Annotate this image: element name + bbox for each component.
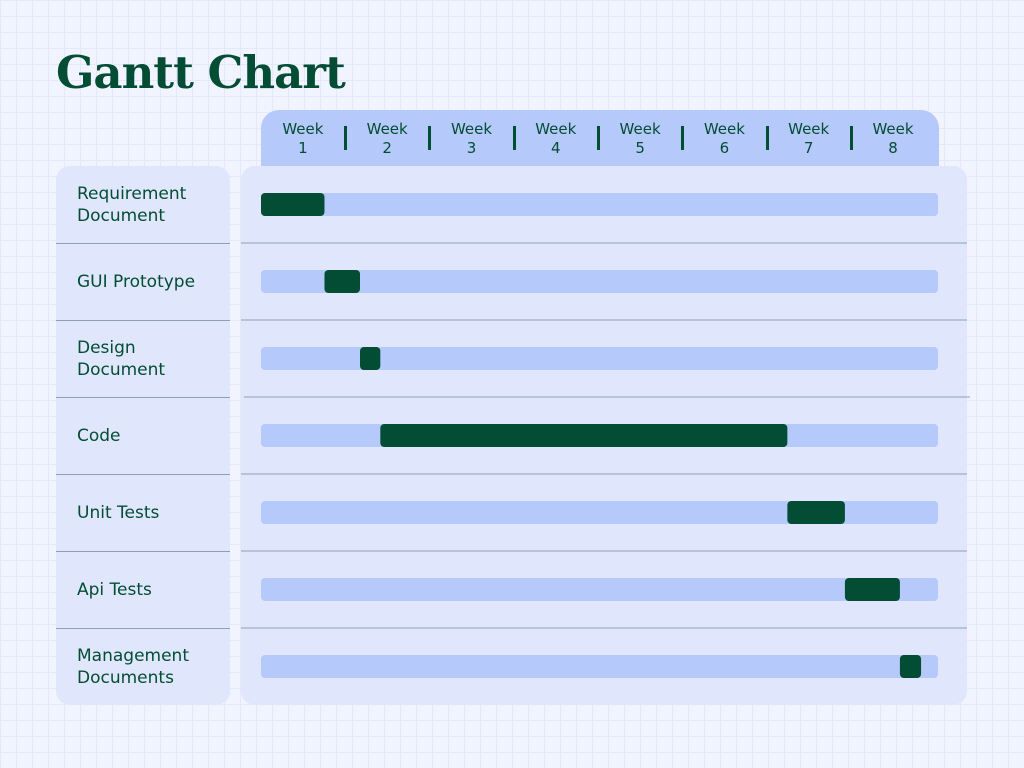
row-divider [56,474,230,475]
week-word: Week [619,120,661,138]
task-label: Api Tests [77,579,152,600]
week-5-label: Week 5 [598,120,682,158]
task-label: Code [77,425,121,446]
week-word: Week [282,120,324,138]
task-label: GUI Prototype [77,271,196,292]
week-number: 1 [298,139,308,157]
row-divider [56,243,230,244]
task-label-panel: Requirement Document GUI Prototype Design … [56,166,230,705]
week-header: Week 1 Week 2 Week 3 Week 4 Week 5 Week 6 Week 7 Week 8 [261,110,939,166]
task-track [261,578,938,601]
week-6-label: Week 6 [682,120,766,158]
task-track [261,193,938,216]
week-separator [849,126,853,150]
task-bar[interactable] [844,578,900,601]
week-separator [344,126,348,150]
week-number: 8 [888,139,898,157]
week-word: Week [535,120,577,138]
task-track [261,501,938,524]
week-number: 2 [382,139,392,157]
week-number: 6 [719,139,730,157]
gantt-bars-svg [241,193,970,678]
week-separator [596,126,600,150]
week-word: Week [703,120,745,138]
task-bar[interactable] [360,347,381,370]
week-word: Week [788,120,830,138]
task-bar[interactable] [324,270,361,293]
week-separator [512,126,516,150]
week-separator [765,126,769,150]
week-separator [428,126,432,150]
week-3-label: Week 3 [430,120,514,158]
week-7-label: Week 7 [767,120,851,158]
week-number: 4 [551,139,561,157]
task-bar[interactable] [787,501,845,524]
week-number: 7 [803,139,814,157]
week-word: Week [872,120,914,138]
task-bar[interactable] [899,655,922,678]
task-track [261,655,938,678]
week-2-label: Week 2 [345,120,429,158]
chart-title: Gantt Chart [56,46,346,99]
week-1-label: Week 1 [261,120,345,158]
week-number: 5 [635,139,645,157]
task-label: Design Document [77,337,166,380]
task-track [261,270,938,293]
gantt-chart-area [241,166,970,705]
week-word: Week [366,120,408,138]
week-word: Week [450,120,493,138]
task-label: Unit Tests [77,502,160,523]
task-label: Requirement Document [77,183,187,226]
row-divider [56,397,230,398]
week-8-label: Week 8 [851,120,935,158]
week-separator [681,126,685,150]
task-track [261,347,938,370]
week-4-label: Week 4 [514,120,598,158]
task-bar[interactable] [380,424,788,447]
row-divider [56,628,230,629]
row-divider [56,320,230,321]
task-bar[interactable] [261,193,325,216]
task-label: Management Documents [77,645,189,688]
week-number: 3 [466,139,477,157]
row-divider [56,551,230,552]
